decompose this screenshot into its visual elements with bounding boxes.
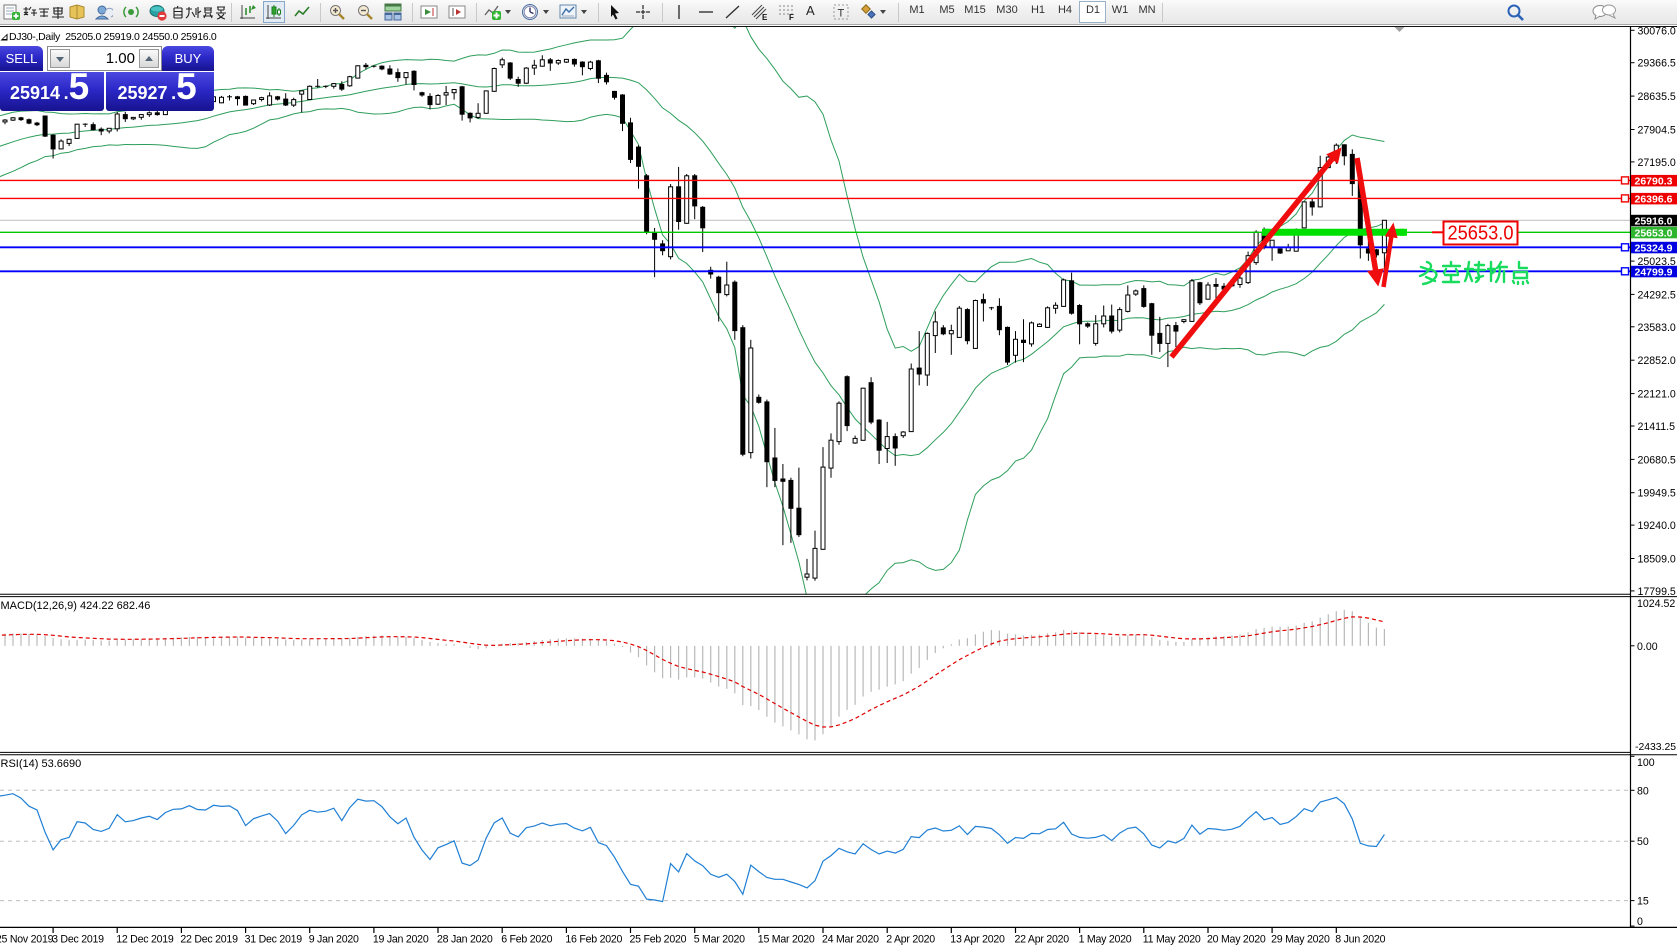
svg-text:26396.6: 26396.6 [1635,194,1673,206]
svg-text:17799.5: 17799.5 [1638,586,1676,598]
svg-text:25 Nov 2019: 25 Nov 2019 [0,934,54,946]
svg-text:24799.9: 24799.9 [1635,267,1673,279]
svg-text:16 Feb 2020: 16 Feb 2020 [565,934,622,946]
svg-text:25324.9: 25324.9 [1635,243,1673,255]
svg-text:15: 15 [1637,896,1649,908]
svg-text:F: F [789,13,794,21]
svg-text:E: E [762,13,768,21]
svg-text:30076.0: 30076.0 [1638,25,1676,37]
svg-text:100: 100 [1637,757,1655,769]
svg-text:19 Jan 2020: 19 Jan 2020 [373,934,429,946]
svg-text:27195.0: 27195.0 [1638,157,1676,169]
svg-text:22 Apr 2020: 22 Apr 2020 [1015,934,1070,946]
svg-text:1024.52: 1024.52 [1637,598,1675,610]
svg-text:0: 0 [1637,916,1643,928]
svg-text:25023.5: 25023.5 [1638,256,1676,268]
svg-text:2 Apr 2020: 2 Apr 2020 [886,934,935,946]
svg-text:T: T [838,8,845,20]
svg-text:13 Apr 2020: 13 Apr 2020 [950,934,1005,946]
svg-text:9 Jan 2020: 9 Jan 2020 [309,934,359,946]
svg-text:22121.0: 22121.0 [1638,389,1676,401]
svg-text:31 Dec 2019: 31 Dec 2019 [245,934,303,946]
svg-text:1 May 2020: 1 May 2020 [1079,934,1132,946]
svg-text:24 Mar 2020: 24 Mar 2020 [822,934,879,946]
svg-text:25653.0: 25653.0 [1448,223,1514,245]
svg-text:28635.5: 28635.5 [1638,91,1676,103]
svg-text:MACD(12,26,9) 424.22 682.46: MACD(12,26,9) 424.22 682.46 [1,600,151,612]
svg-text:25 Feb 2020: 25 Feb 2020 [630,934,687,946]
svg-text:26790.3: 26790.3 [1635,176,1673,188]
svg-text:5 Mar 2020: 5 Mar 2020 [694,934,745,946]
svg-text:21411.5: 21411.5 [1638,421,1676,433]
svg-text:22 Dec 2019: 22 Dec 2019 [180,934,238,946]
svg-text:19240.0: 19240.0 [1638,520,1676,532]
svg-text:29 May 2020: 29 May 2020 [1271,934,1330,946]
svg-text:50: 50 [1637,836,1649,848]
svg-text:18509.0: 18509.0 [1638,554,1676,566]
svg-text:25916.0: 25916.0 [1635,216,1673,228]
svg-text:15 Mar 2020: 15 Mar 2020 [758,934,815,946]
svg-text:RSI(14) 53.6690: RSI(14) 53.6690 [1,758,82,770]
svg-text:0.00: 0.00 [1637,641,1658,653]
svg-text:19949.5: 19949.5 [1638,488,1676,500]
svg-text:20680.5: 20680.5 [1638,454,1676,466]
svg-text:8 Jun 2020: 8 Jun 2020 [1335,934,1385,946]
svg-text:29366.5: 29366.5 [1638,58,1676,70]
svg-text:80: 80 [1637,785,1649,797]
svg-text:24292.5: 24292.5 [1638,289,1676,301]
svg-text:6 Feb 2020: 6 Feb 2020 [501,934,552,946]
svg-text:11 May 2020: 11 May 2020 [1143,934,1201,946]
svg-text:12 Dec 2019: 12 Dec 2019 [116,934,174,946]
svg-text:23583.0: 23583.0 [1638,322,1676,334]
svg-text:28 Jan 2020: 28 Jan 2020 [437,934,493,946]
svg-text:3 Dec 2019: 3 Dec 2019 [52,934,104,946]
svg-text:27904.5: 27904.5 [1638,125,1676,137]
svg-text:20 May 2020: 20 May 2020 [1207,934,1266,946]
svg-text:-2433.25: -2433.25 [1635,742,1676,753]
svg-text:25653.0: 25653.0 [1635,228,1673,240]
svg-text:22852.0: 22852.0 [1638,355,1676,367]
